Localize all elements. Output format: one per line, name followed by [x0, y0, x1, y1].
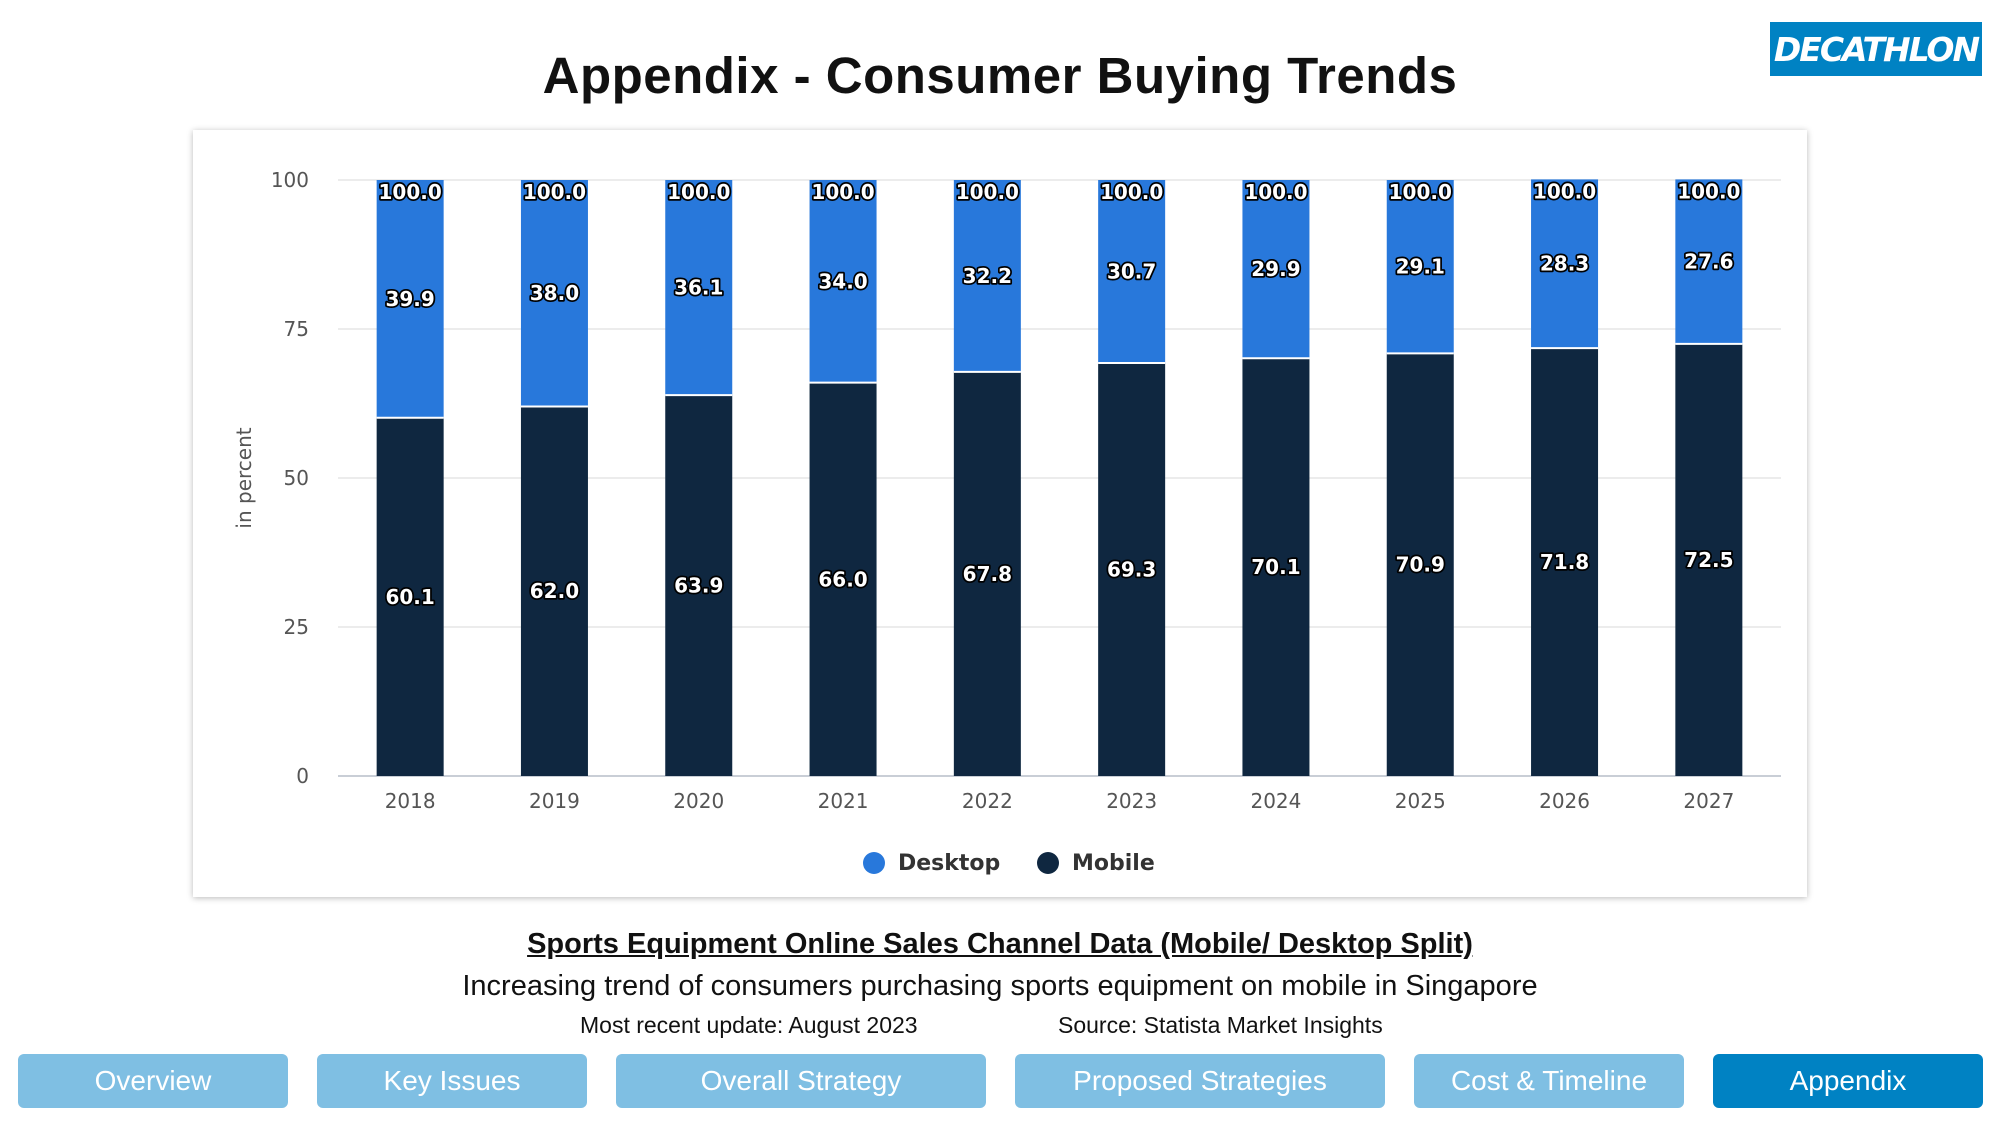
bar-mobile: [520, 406, 588, 776]
x-tick-label: 2027: [1683, 789, 1734, 813]
caption-update: Most recent update: August 2023: [580, 1012, 918, 1038]
nav-cost-timeline-button[interactable]: Cost & Timeline: [1414, 1054, 1684, 1108]
data-label-desktop: 34.0: [818, 269, 867, 293]
data-label-total: 100.0: [667, 180, 730, 204]
x-tick-label: 2021: [818, 789, 869, 813]
x-tick-label: 2023: [1106, 789, 1157, 813]
x-tick-label: 2019: [529, 789, 580, 813]
x-tick-label: 2020: [673, 789, 724, 813]
bar-desktop: [520, 180, 588, 407]
data-label-total: 100.0: [811, 180, 874, 204]
caption-source: Source: Statista Market Insights: [1058, 1012, 1383, 1038]
data-label-desktop: 32.2: [963, 264, 1012, 288]
x-tick-label: 2025: [1395, 789, 1446, 813]
data-label-mobile: 72.5: [1684, 548, 1733, 572]
nav-bar: Overview Key Issues Overall Strategy Pro…: [0, 1054, 2000, 1110]
nav-overall-strategy-button[interactable]: Overall Strategy: [616, 1054, 986, 1108]
bar-mobile: [376, 417, 444, 776]
bar-mobile: [1098, 362, 1166, 776]
data-label-desktop: 27.6: [1684, 250, 1733, 274]
data-label-total: 100.0: [1677, 179, 1740, 203]
data-label-desktop: 36.1: [674, 276, 723, 300]
data-label-desktop: 38.0: [530, 281, 579, 305]
caption-description: Increasing trend of consumers purchasing…: [462, 970, 1538, 1002]
bar-mobile: [1675, 343, 1743, 776]
data-label-total: 100.0: [523, 180, 586, 204]
data-label-mobile: 67.8: [963, 562, 1012, 586]
legend-marker-mobile: [1037, 852, 1059, 874]
data-label-total: 100.0: [1100, 180, 1163, 204]
bar-desktop: [1531, 179, 1599, 349]
x-tick-label: 2024: [1250, 789, 1301, 813]
legend-marker-desktop: [863, 852, 885, 874]
legend-label-desktop: Desktop: [898, 851, 1000, 876]
bar-desktop: [665, 180, 733, 396]
bar-desktop: [809, 180, 877, 383]
nav-overview-button[interactable]: Overview: [18, 1054, 288, 1108]
y-tick-label: 50: [284, 466, 309, 490]
data-label-desktop: 30.7: [1107, 259, 1156, 283]
data-label-mobile: 60.1: [385, 585, 434, 609]
data-label-mobile: 70.9: [1396, 553, 1445, 577]
bar-mobile: [953, 371, 1021, 776]
bar-mobile: [809, 382, 877, 776]
nav-appendix-button[interactable]: Appendix: [1713, 1054, 1983, 1108]
stacked-bar-chart: 0 25 50 75 100 in percent 60.1 39.9 100.0 2018 62.…: [232, 168, 1781, 876]
data-label-total: 100.0: [379, 180, 442, 204]
nav-proposed-strategies-button[interactable]: Proposed Strategies: [1015, 1054, 1385, 1108]
x-tick-label: 2018: [385, 789, 436, 813]
legend-label-mobile: Mobile: [1072, 851, 1155, 876]
bar-desktop: [1386, 180, 1454, 354]
bar-desktop: [1242, 180, 1310, 359]
data-label-mobile: 63.9: [674, 574, 723, 598]
data-label-total: 100.0: [1389, 180, 1452, 204]
data-label-mobile: 71.8: [1540, 550, 1589, 574]
chart-card: 0 25 50 75 100 in percent 60.1 39.9 100.0 2018 62.…: [193, 130, 1807, 897]
data-label-mobile: 69.3: [1107, 557, 1156, 581]
bar-mobile: [1531, 348, 1599, 776]
data-label-total: 100.0: [956, 180, 1019, 204]
page-title: Appendix - Consumer Buying Trends: [542, 47, 1458, 104]
y-tick-label: 25: [284, 615, 309, 639]
data-label-mobile: 70.1: [1251, 555, 1300, 579]
y-axis-label: in percent: [232, 427, 256, 528]
x-tick-label: 2026: [1539, 789, 1590, 813]
data-label-desktop: 39.9: [385, 287, 434, 311]
bar-desktop: [376, 180, 444, 418]
data-label-desktop: 28.3: [1540, 252, 1589, 276]
data-label-total: 100.0: [1533, 179, 1596, 203]
bar-desktop: [1098, 180, 1166, 363]
data-label-mobile: 66.0: [818, 567, 867, 591]
nav-key-issues-button[interactable]: Key Issues: [317, 1054, 587, 1108]
bar-mobile: [1242, 358, 1310, 776]
y-tick-label: 75: [284, 317, 309, 341]
data-label-mobile: 62.0: [530, 579, 579, 603]
data-label-desktop: 29.9: [1251, 257, 1300, 281]
data-label-total: 100.0: [1244, 180, 1307, 204]
y-tick-label: 100: [271, 168, 309, 192]
y-tick-label: 0: [296, 764, 309, 788]
caption-title: Sports Equipment Online Sales Channel Da…: [527, 928, 1473, 960]
bar-desktop: [953, 180, 1021, 372]
data-label-desktop: 29.1: [1396, 255, 1445, 279]
bar-mobile: [665, 395, 733, 776]
x-tick-label: 2022: [962, 789, 1013, 813]
bar-desktop: [1675, 179, 1743, 344]
bar-mobile: [1386, 353, 1454, 776]
brand-logo: DECATHLON: [1770, 22, 1982, 76]
